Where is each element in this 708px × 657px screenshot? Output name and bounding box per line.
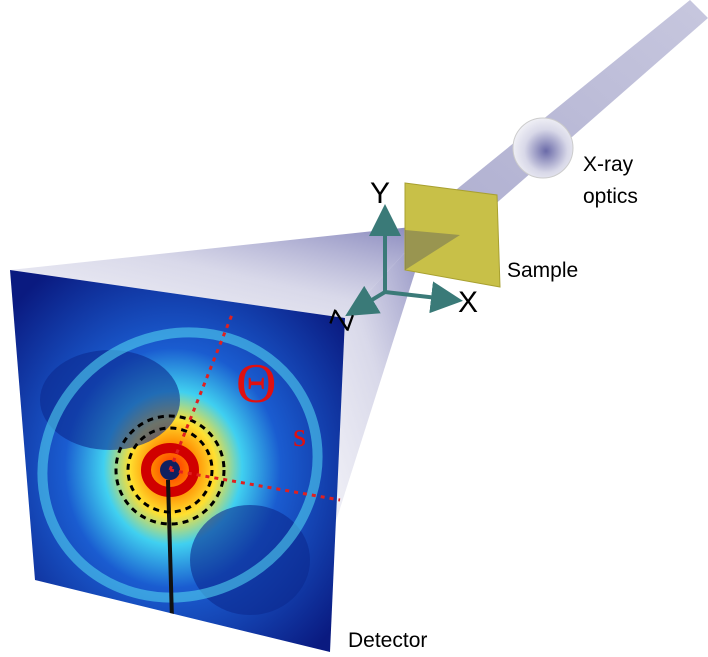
diagram: Θ s Y X Z X-ray optics Sample Detector	[0, 0, 708, 657]
y-axis-label: Y	[370, 177, 390, 210]
xray-optics	[513, 118, 573, 178]
angle-symbol: Θ	[236, 353, 276, 415]
optics-label: X-ray	[583, 153, 634, 176]
detector	[0, 260, 366, 657]
angle-subscript: s	[293, 417, 306, 454]
detector-label: Detector	[348, 629, 427, 652]
optics-label: optics	[583, 185, 638, 208]
x-axis-label: X	[458, 286, 478, 319]
sample-label: Sample	[507, 259, 578, 282]
